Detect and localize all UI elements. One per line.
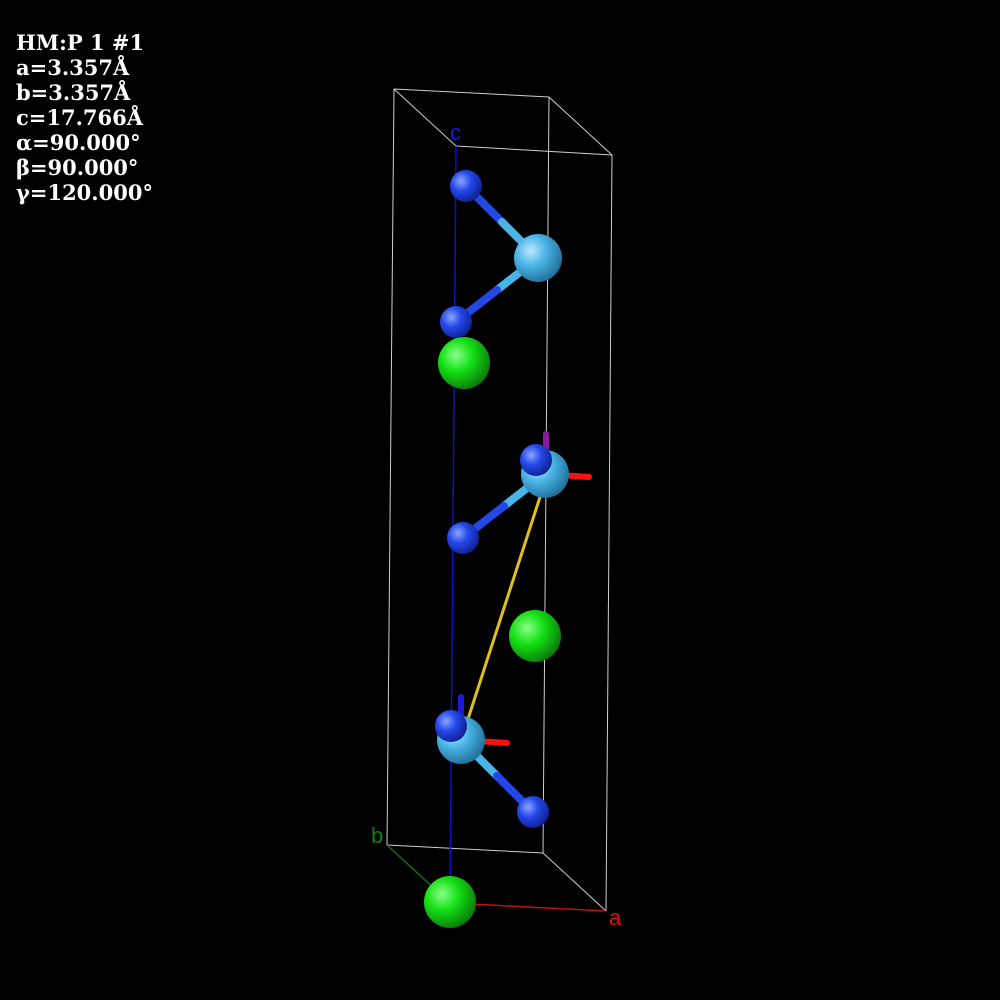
angle-alpha-label: α=90.000° (16, 130, 141, 155)
green-atom[interactable] (509, 610, 561, 662)
cell-edge (393, 88, 550, 98)
measurement-line (466, 493, 543, 720)
lattice-a-label: a=3.357Å (16, 55, 130, 80)
cell-edge (542, 852, 607, 912)
cell-edge (393, 88, 457, 147)
dark-blue-atom[interactable] (520, 444, 552, 476)
a-axis-line (449, 902, 607, 912)
c-axis-line (449, 145, 457, 904)
c-axis-label: c (450, 120, 461, 145)
cell-edge (386, 844, 544, 854)
cell-parameters-panel: HM:P 1 #1 a=3.357Å b=3.357Å c=17.766Å α=… (16, 30, 153, 205)
dark-blue-atom[interactable] (447, 522, 479, 554)
cell-edge (455, 145, 613, 156)
unit-cell (386, 88, 613, 912)
dark-blue-atom[interactable] (440, 306, 472, 338)
green-atom[interactable] (438, 337, 490, 389)
space-group-label: HM:P 1 #1 (16, 30, 145, 55)
cell-edge (548, 96, 613, 156)
cell-edge (605, 154, 613, 912)
angle-beta-label: β=90.000° (16, 155, 139, 180)
light-blue-atom[interactable] (514, 234, 562, 282)
green-atom[interactable] (424, 876, 476, 928)
dark-blue-atom[interactable] (435, 710, 467, 742)
dark-blue-atom[interactable] (517, 796, 549, 828)
cell-edge (386, 88, 395, 846)
angle-gamma-label: γ=120.000° (16, 180, 153, 205)
lattice-b-label: b=3.357Å (16, 80, 131, 105)
dark-blue-atom[interactable] (450, 170, 482, 202)
b-axis-label: b (371, 823, 383, 848)
a-axis-label: a (609, 905, 622, 930)
atoms (424, 170, 569, 928)
lattice-c-label: c=17.766Å (16, 105, 144, 130)
